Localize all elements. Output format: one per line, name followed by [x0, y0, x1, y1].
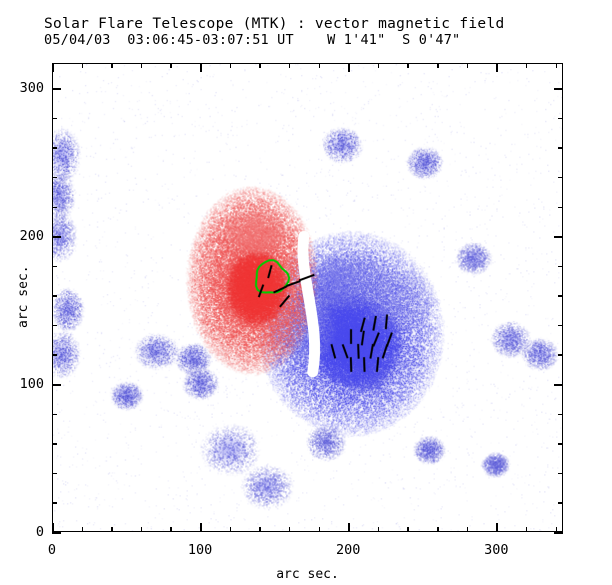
magnetogram-canvas — [53, 64, 562, 531]
y-tick-label: 100 — [19, 376, 44, 393]
x-tick-label: 200 — [336, 542, 361, 558]
axis-tick — [52, 532, 61, 534]
y-tick-label: 300 — [19, 80, 44, 97]
x-tick-label: 100 — [187, 542, 213, 558]
x-tick-label: 0 — [47, 542, 57, 558]
axis-tick — [554, 532, 563, 534]
y-tick-label: 0 — [35, 524, 44, 540]
y-axis-label: arc sec. — [16, 264, 31, 328]
x-axis-label: arc sec. — [276, 567, 339, 582]
plot-area — [52, 63, 563, 532]
observation-timestamp: 05/04/03 03:06:45-03:07:51 UT W 1'41" S … — [44, 32, 461, 49]
figure-title-block: Solar Flare Telescope (MTK) : vector mag… — [44, 16, 584, 49]
y-tick-label: 200 — [19, 228, 44, 245]
page-title: Solar Flare Telescope (MTK) : vector mag… — [44, 16, 505, 32]
x-tick-label: 300 — [484, 542, 509, 558]
